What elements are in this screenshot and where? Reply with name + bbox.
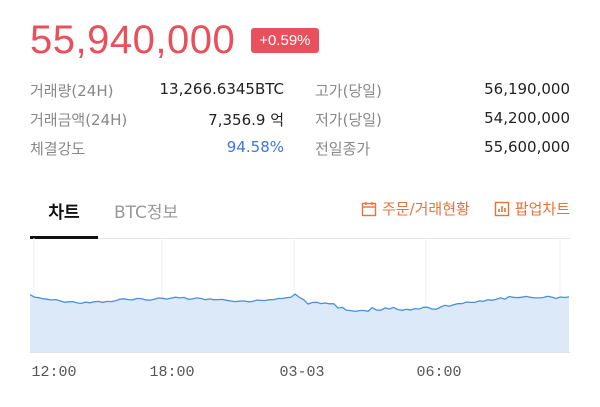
prev-close-label: 전일종가 [315, 140, 371, 158]
volume-label: 거래량(24H) [30, 82, 114, 100]
stat-row: 거래금액(24H) 7,356.9 억 저가(당일) 54,200,000 [30, 109, 570, 138]
orders-link-label: 주문/거래현황 [381, 200, 470, 218]
strength-value: 94.58% [226, 138, 284, 156]
price-line [30, 293, 570, 313]
current-price: 55,940,000 [30, 18, 236, 62]
orders-link[interactable]: 주문/거래현황 [361, 198, 470, 219]
x-tick-label: 06:00 [416, 364, 462, 381]
low-value: 54,200,000 [484, 109, 570, 127]
price-chart[interactable] [30, 238, 570, 358]
tab-bar: 차트 BTC정보 주문/거래현황 팝업차트 [30, 190, 570, 239]
popup-chart-link-label: 팝업차트 [514, 200, 570, 218]
x-tick-label: 12:00 [31, 364, 77, 381]
popup-chart-link[interactable]: 팝업차트 [494, 198, 570, 219]
low-label: 저가(당일) [315, 111, 382, 129]
calendar-icon [361, 201, 377, 216]
stats-panel: 거래량(24H) 13,266.6345BTC 고가(당일) 56,190,00… [30, 80, 570, 167]
x-axis: 12:00 18:00 03-03 06:00 [30, 364, 570, 388]
active-tab-indicator [30, 236, 98, 239]
tab-btc-info[interactable]: BTC정보 [114, 203, 179, 223]
trade-amount-value: 7,356.9 억 [208, 111, 284, 129]
stat-row: 거래량(24H) 13,266.6345BTC 고가(당일) 56,190,00… [30, 80, 570, 109]
volume-value: 13,266.6345BTC [159, 80, 284, 98]
trade-amount-label: 거래금액(24H) [30, 111, 128, 129]
chart-links: 주문/거래현황 팝업차트 [337, 198, 570, 219]
change-badge: +0.59% [251, 28, 319, 53]
tab-chart[interactable]: 차트 [48, 203, 80, 223]
high-value: 56,190,000 [484, 80, 570, 98]
strength-label: 체결강도 [30, 140, 86, 158]
high-label: 고가(당일) [315, 82, 382, 100]
x-tick-label: 18:00 [149, 364, 195, 381]
x-tick-label: 03-03 [279, 364, 325, 381]
prev-close-value: 55,600,000 [484, 138, 570, 156]
stat-row: 체결강도 94.58% 전일종가 55,600,000 [30, 138, 570, 167]
price-header: 55,940,000 +0.59% [30, 18, 319, 63]
bar-chart-icon [494, 201, 509, 216]
price-area [30, 294, 569, 352]
